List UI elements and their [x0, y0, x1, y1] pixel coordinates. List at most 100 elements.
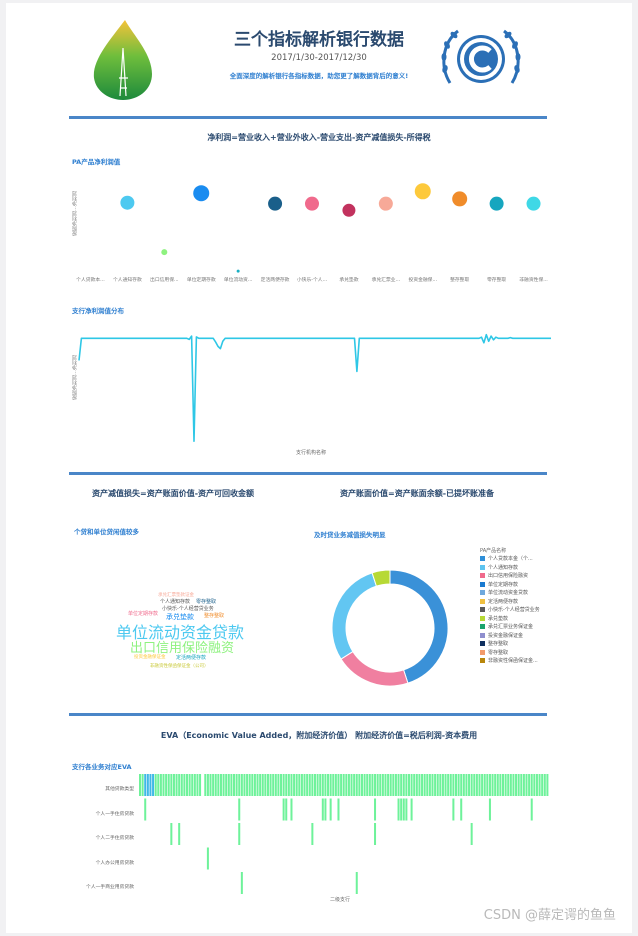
- scatter-point: [305, 196, 319, 211]
- heatmap-cell: [410, 798, 413, 821]
- heatmap-cell: [300, 774, 303, 796]
- legend-item[interactable]: 个人通知存款: [480, 564, 560, 573]
- heatmap-cell: [376, 774, 379, 796]
- heatmap-cell: [423, 774, 426, 796]
- legend-label: 个人贷款本金（个...: [488, 556, 533, 562]
- scatter-point: [526, 196, 541, 211]
- legend-item[interactable]: 承兑垫款: [480, 615, 560, 624]
- legend-swatch: [480, 649, 485, 655]
- impairment-formula: 资产减值损失=资产账面价值-资产可回收金额: [92, 489, 255, 498]
- line-x-label: 支行机构名称: [296, 450, 327, 456]
- legend-item[interactable]: 个人贷款本金（个...: [480, 555, 560, 564]
- heatmap-cell: [170, 823, 173, 845]
- heatmap-cell: [287, 774, 290, 796]
- heatmap-cell: [159, 774, 162, 796]
- heatmap-cell: [238, 823, 241, 845]
- heatmap-cell: [285, 774, 288, 796]
- legend-item[interactable]: 出口信用保险融资: [480, 572, 560, 581]
- legend-item[interactable]: 投资金融保证金: [480, 632, 560, 641]
- donut-slice: [331, 572, 378, 660]
- legend-swatch: [480, 573, 485, 578]
- heatmap-cell: [295, 774, 298, 796]
- heatmap-cell: [175, 774, 178, 796]
- heatmap-cell: [206, 774, 209, 796]
- heatmap-cell: [468, 774, 471, 796]
- heatmap-cell: [178, 774, 181, 796]
- heatmap-cell: [535, 774, 538, 796]
- legend-item[interactable]: 整存整取: [480, 640, 560, 649]
- heatmap-cell: [248, 774, 251, 796]
- heatmap-cell: [238, 774, 241, 796]
- scatter-x-tick: 承兑垫款: [339, 276, 358, 283]
- heatmap-cell: [209, 774, 212, 796]
- heatmap-cell: [316, 774, 319, 796]
- heatmap-cell: [217, 774, 220, 796]
- heatmap-cell: [494, 774, 497, 796]
- legend-item[interactable]: 非融资性保函保证金...: [480, 657, 560, 666]
- heatmap-cell: [149, 774, 152, 796]
- legend-item[interactable]: 定活两便存款: [480, 598, 560, 607]
- legend-swatch: [480, 590, 485, 595]
- heatmap-cell: [415, 774, 418, 796]
- wordcloud-word: 零存整取: [196, 599, 217, 605]
- legend-item[interactable]: 承兑汇票业务保证金: [480, 623, 560, 632]
- legend-label: 单位定期存款: [488, 581, 519, 588]
- donut-slice: [371, 569, 391, 587]
- heatmap-cell: [329, 798, 332, 821]
- scatter-point: [236, 269, 240, 273]
- legend-label: 零存整取: [488, 649, 509, 656]
- heatmap-cell: [421, 774, 424, 796]
- page-subtitle: 全面深度的解析银行各指标数据，助您更了解数据背后的意义!: [229, 72, 409, 80]
- heatmap-cell: [293, 774, 296, 796]
- legend-swatch: [480, 624, 485, 629]
- scatter-x-tick: 投资金融保...: [408, 276, 437, 283]
- scatter-chart-title: PA产品净利润值: [72, 158, 121, 166]
- heatmap-cell: [457, 774, 460, 796]
- heatmap-cell: [397, 798, 400, 821]
- net-profit-formula: 净利润=营业收入+营业外收入-营业支出-资产减值损失-所得税: [207, 133, 431, 142]
- heatmap-cell: [379, 774, 382, 796]
- heatmap-cell: [520, 774, 523, 796]
- heatmap-cell: [170, 774, 173, 796]
- heatmap-cell: [470, 823, 473, 845]
- heatmap-cell: [366, 774, 369, 796]
- heatmap-cell: [191, 774, 194, 796]
- heatmap-row-labels: 其他贷款类型 个人一手住房贷款 个人二手住房贷款 个人办公用房贷款 个人一手商业用房贷款: [66, 776, 134, 898]
- heatmap-cell: [405, 774, 408, 796]
- right-logo: [438, 21, 524, 97]
- heatmap-cell: [246, 774, 249, 796]
- heatmap-cell: [214, 774, 217, 796]
- scatter-point: [120, 195, 135, 210]
- heatmap-row-label: 其他贷款类型: [105, 787, 134, 792]
- legend-item[interactable]: 小快乐-个人经营贷业务: [480, 606, 560, 615]
- donut-title: 及时贷业务减值损失明显: [314, 531, 386, 539]
- scatter-point: [268, 196, 283, 211]
- line-chart-title: 支行净利润值分布: [72, 307, 124, 315]
- heatmap-cell: [392, 774, 395, 796]
- heatmap-cell: [400, 798, 403, 821]
- heatmap-cell: [303, 774, 306, 796]
- heatmap-cell: [345, 774, 348, 796]
- heatmap-cell: [290, 774, 293, 796]
- legend-item[interactable]: 单位流动资金贷款: [480, 589, 560, 598]
- legend-label: 投资金融保证金: [488, 632, 524, 639]
- legend-item[interactable]: 零存整取: [480, 649, 560, 658]
- legend-item[interactable]: 单位定期存款: [480, 581, 560, 590]
- donut-slice: [340, 650, 409, 687]
- heatmap-cell: [353, 774, 356, 796]
- heatmap-cell: [204, 774, 207, 796]
- heatmap-cell: [235, 774, 238, 796]
- heatmap-cell: [522, 774, 525, 796]
- heatmap-cell: [243, 774, 246, 796]
- heatmap-cell: [324, 774, 327, 796]
- heatmap-cell: [193, 774, 196, 796]
- heatmap-cell: [374, 774, 377, 796]
- heatmap-cell: [253, 774, 256, 796]
- heatmap-cell: [402, 798, 405, 821]
- heatmap-cell: [517, 774, 520, 796]
- legend-label: 小快乐-个人经营贷业务: [488, 607, 540, 613]
- heatmap-cell: [230, 774, 233, 796]
- heatmap-cell: [272, 774, 275, 796]
- heatmap-cell: [285, 798, 288, 821]
- heatmap-cell: [515, 774, 518, 796]
